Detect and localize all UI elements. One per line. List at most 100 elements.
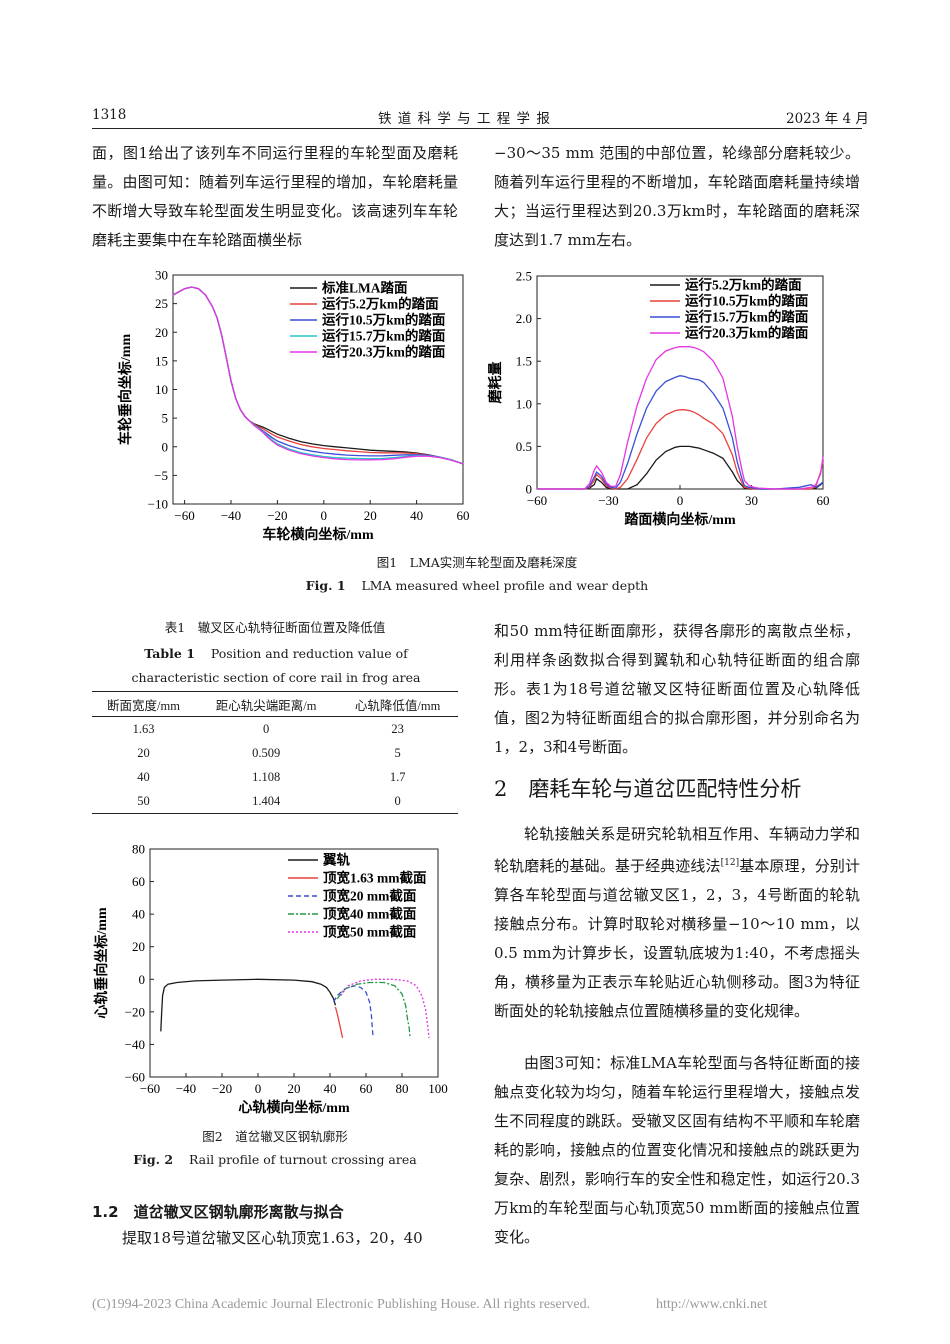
table1-header-distance: 距心轨尖端距离/m bbox=[215, 698, 317, 713]
table-cell: 1.404 bbox=[252, 793, 281, 808]
header-rule bbox=[92, 128, 862, 129]
table-row: 20 0.509 5 bbox=[92, 741, 458, 765]
y-tick-label: 60 bbox=[132, 874, 145, 889]
wear-depth-chart: −60 −30 0 30 60 0 0.5 1.0 1.5 2.0 2.5 踏面横向坐标/mm 磨耗量 运… bbox=[487, 269, 830, 529]
table-cell: 5 bbox=[394, 745, 401, 760]
x-tick-label: 80 bbox=[396, 1081, 409, 1096]
legend-entry: 顶宽50 mm截面 bbox=[323, 924, 417, 940]
section-2-heading: 2 磨耗车轮与道岔匹配特性分析 bbox=[494, 777, 802, 801]
y-axis-label: 心轨垂向坐标/mm bbox=[93, 907, 110, 1019]
table-cell: 0.509 bbox=[252, 745, 281, 760]
right-top-paragraph: −30～35 mm 范围的中部位置，轮缘部分磨耗较少。随着列车运行里程的不断增加… bbox=[494, 144, 860, 249]
x-tick-label: 40 bbox=[410, 508, 423, 523]
legend-entry: 运行10.5万km的踏面 bbox=[685, 293, 809, 309]
legend-entry: 翼轨 bbox=[322, 852, 350, 868]
right-paragraph-3: 由图3可知：标准LMA车轮型面与各特征断面的接触点变化较为均匀，随着车轮运行里程… bbox=[494, 1054, 860, 1246]
x-axis-label: 车轮横向坐标/mm bbox=[262, 526, 374, 543]
legend-entry: 标准LMA踏面 bbox=[321, 280, 408, 296]
legend-entry: 运行20.3万km的踏面 bbox=[322, 344, 446, 360]
y-axis-label: 磨耗量 bbox=[487, 362, 504, 404]
citation-ref: [12] bbox=[720, 858, 740, 868]
footer-copyright: (C)1994-2023 China Academic Journal Elec… bbox=[92, 1297, 591, 1312]
series-line bbox=[333, 985, 374, 1038]
y-tick-label: 15 bbox=[155, 353, 168, 368]
left-bottom-paragraph: 提取18号道岔辙叉区心轨顶宽1.63，20，40 bbox=[122, 1229, 423, 1247]
fig2-caption-en: Fig. 2 Rail profile of turnout crossing … bbox=[92, 1152, 458, 1167]
x-tick-label: −60 bbox=[174, 508, 194, 523]
footer-url: http://www.cnki.net bbox=[656, 1297, 768, 1312]
table-row: 40 1.108 1.7 bbox=[92, 765, 458, 789]
fig2-label: Fig. 2 bbox=[133, 1152, 174, 1167]
y-tick-label: 10 bbox=[155, 382, 168, 397]
table-cell: 20 bbox=[137, 745, 150, 760]
table-cell: 23 bbox=[391, 721, 404, 736]
y-tick-label: 1.0 bbox=[516, 396, 532, 411]
fig1-caption-en: Fig. 1 LMA measured wheel profile and we… bbox=[92, 578, 862, 593]
x-tick-label: −20 bbox=[212, 1081, 232, 1096]
table-cell: 40 bbox=[137, 769, 150, 784]
table1-title-en-text: Position and reduction value of characte… bbox=[131, 646, 421, 685]
right-paragraph-2-a: 轮轨接触关系是研究轮轨相互作用、车辆动力学和轮轨磨耗的基础。基于经典迹线法 bbox=[494, 825, 860, 875]
legend-entry: 运行5.2万km的踏面 bbox=[685, 277, 802, 293]
right-paragraph-2-b: 基本原理，分别计算各车轮型面与道岔辙叉区1，2，3，4号断面的轮轨接触点分布。计… bbox=[494, 857, 860, 1020]
table-cell: 50 bbox=[137, 793, 150, 808]
x-tick-label: 0 bbox=[255, 1081, 262, 1096]
wheel-profile-chart: −60 −40 −20 0 20 40 60 −10 −5 0 5 10 15 20 25 30 车轮横向坐标/… bbox=[117, 268, 470, 544]
y-tick-label: 2.5 bbox=[516, 269, 532, 284]
x-axis-label: 踏面横向坐标/mm bbox=[624, 511, 736, 528]
y-tick-label: 20 bbox=[132, 939, 145, 954]
y-tick-label: −10 bbox=[148, 497, 168, 512]
x-tick-label: 20 bbox=[288, 1081, 301, 1096]
legend-entry: 运行5.2万km的踏面 bbox=[322, 296, 439, 312]
table-cell: 1.7 bbox=[389, 769, 406, 784]
y-tick-label: 80 bbox=[132, 842, 145, 857]
table-cell: 0 bbox=[394, 793, 401, 808]
y-tick-label: −60 bbox=[125, 1070, 145, 1085]
x-tick-label: −40 bbox=[176, 1081, 196, 1096]
fig1-label: Fig. 1 bbox=[305, 578, 346, 593]
series-line bbox=[537, 445, 824, 490]
journal-title: 铁 道 科 学 与 工 程 学 报 bbox=[378, 111, 551, 127]
y-tick-label: 40 bbox=[132, 907, 145, 922]
series-line bbox=[537, 375, 824, 490]
y-tick-label: 0 bbox=[526, 482, 533, 497]
x-tick-label: 100 bbox=[428, 1081, 448, 1096]
table1-header-row: 断面宽度/mm 距心轨尖端距离/m 心轨降低值/mm bbox=[92, 691, 458, 717]
x-axis-label: 心轨横向坐标/mm bbox=[238, 1099, 350, 1116]
fig1-caption-en-text: LMA measured wheel profile and wear dept… bbox=[361, 578, 649, 593]
y-tick-label: −5 bbox=[154, 468, 168, 483]
x-tick-label: 60 bbox=[457, 508, 470, 523]
legend-entry: 运行10.5万km的踏面 bbox=[322, 312, 446, 328]
y-tick-label: 20 bbox=[155, 325, 168, 340]
series-line bbox=[172, 286, 464, 465]
fig1-caption-cn: 图1 LMA实测车轮型面及磨耗深度 bbox=[376, 555, 578, 570]
series-line bbox=[537, 409, 824, 490]
y-tick-label: 2.0 bbox=[516, 311, 532, 326]
legend-entry: 运行15.7万km的踏面 bbox=[322, 328, 446, 344]
series-line bbox=[537, 346, 824, 490]
legend-entry: 顶宽20 mm截面 bbox=[323, 888, 417, 904]
table-cell: 0 bbox=[263, 721, 270, 736]
right-paragraph-2: 轮轨接触关系是研究轮轨相互作用、车辆动力学和轮轨磨耗的基础。基于经典迹线法[12… bbox=[494, 820, 860, 1026]
x-tick-label: 0 bbox=[677, 493, 684, 508]
y-tick-label: 0.5 bbox=[516, 439, 532, 454]
x-tick-label: −60 bbox=[140, 1081, 160, 1096]
y-tick-label: 25 bbox=[155, 296, 168, 311]
table1: 断面宽度/mm 距心轨尖端距离/m 心轨降低值/mm 1.63 0 23 20 … bbox=[92, 691, 458, 814]
x-tick-label: 60 bbox=[817, 493, 830, 508]
fig2-caption-en-text: Rail profile of turnout crossing area bbox=[188, 1152, 417, 1167]
table-row: 50 1.404 0 bbox=[92, 789, 458, 814]
series-line bbox=[340, 978, 430, 1038]
series-line bbox=[336, 981, 411, 1038]
series-line bbox=[334, 1006, 344, 1039]
table1-header-width: 断面宽度/mm bbox=[107, 698, 180, 713]
table-cell: 1.108 bbox=[252, 769, 281, 784]
x-tick-label: −30 bbox=[598, 493, 618, 508]
x-tick-label: −40 bbox=[221, 508, 241, 523]
table1-title-en: Table 1 Position and reduction value of … bbox=[100, 642, 452, 690]
table1-label: Table 1 bbox=[144, 646, 195, 661]
legend-entry: 顶宽40 mm截面 bbox=[323, 906, 417, 922]
left-top-paragraph: 面，图1给出了该列车不同运行里程的车轮型面及磨耗量。由图可知：随着列车运行里程的… bbox=[92, 144, 458, 249]
x-tick-label: 60 bbox=[360, 1081, 373, 1096]
y-tick-label: 0 bbox=[139, 972, 146, 987]
